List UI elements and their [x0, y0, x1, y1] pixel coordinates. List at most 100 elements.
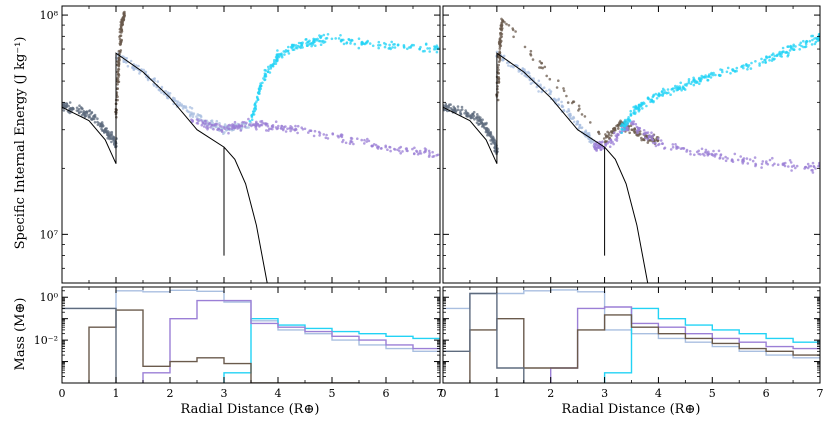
energy-right-point: [704, 148, 708, 152]
energy-right-point: [777, 52, 781, 55]
energy-right-point: [560, 100, 563, 104]
energy-left-point: [368, 42, 372, 45]
energy-left-point: [372, 143, 376, 146]
energy-left-point: [62, 109, 66, 112]
energy-right-point: [503, 20, 506, 24]
energy-left-point: [318, 34, 321, 37]
energy-right-point: [531, 81, 534, 84]
energy-right-point: [754, 162, 757, 166]
energy-left-point: [360, 138, 364, 142]
energy-left-point: [195, 121, 199, 125]
energy-left-point: [181, 107, 185, 110]
energy-right-point: [572, 100, 576, 103]
energy-right-point: [804, 165, 807, 169]
energy-right-point: [665, 92, 669, 95]
energy-left-point: [168, 92, 172, 95]
energy-left-point: [408, 46, 411, 49]
energy-right-point: [786, 54, 789, 58]
energy-right-point: [625, 123, 628, 127]
energy-right-point: [499, 32, 502, 35]
energy-right-point: [620, 127, 623, 131]
energy-left-point: [284, 49, 288, 52]
energy-right-point: [692, 76, 695, 80]
energy-right-point: [768, 158, 772, 162]
energy-right-point: [616, 132, 619, 136]
energy-left-point: [263, 78, 266, 82]
energy-left-point: [348, 142, 352, 145]
energy-left-point: [120, 21, 124, 25]
energy-right-point: [640, 101, 643, 105]
energy-right-point: [685, 150, 688, 153]
energy-left-point: [120, 29, 123, 32]
energy-right-point: [623, 128, 626, 131]
energy-right-point: [811, 38, 814, 42]
energy-right-point: [731, 68, 735, 71]
energy-left-point: [212, 123, 216, 127]
energy-left-point: [276, 126, 280, 130]
energy-left-point: [406, 47, 409, 51]
energy-right-point: [537, 79, 541, 83]
energy-left-point: [284, 125, 287, 128]
energy-right-point: [460, 108, 464, 111]
energy-left-point: [279, 126, 283, 130]
energy-left-point: [296, 44, 300, 48]
energy-right-point: [656, 139, 659, 143]
energy-right-point: [640, 138, 643, 142]
energy-left-point: [210, 123, 214, 127]
energy-left-point: [156, 80, 160, 83]
energy-left-point: [129, 59, 133, 63]
energy-right-point: [604, 136, 608, 139]
energy-left-point: [293, 128, 296, 131]
energy-right-point: [674, 86, 677, 90]
energy-left-point: [268, 71, 272, 74]
energy-left-point: [314, 44, 317, 47]
energy-right-point: [492, 141, 495, 144]
energy-left-axes: 10⁷ 10⁸: [40, 5, 441, 284]
energy-left-point: [399, 145, 403, 149]
energy-left-point: [406, 149, 409, 153]
y-axis-label-mass: Mass (M⊕): [13, 298, 28, 371]
energy-right-point: [529, 49, 533, 53]
energy-right-point: [639, 104, 643, 108]
energy-left-point: [64, 106, 68, 109]
energy-left-point: [413, 152, 416, 155]
energy-left-point: [388, 46, 392, 50]
energy-left-point: [250, 115, 254, 119]
energy-right-point: [647, 96, 650, 100]
energy-left-point: [287, 52, 291, 55]
energy-right-point: [572, 120, 576, 124]
energy-right-point: [735, 66, 739, 70]
energy-right-point: [642, 129, 646, 132]
energy-left-point: [89, 113, 92, 116]
energy-left-point: [424, 42, 428, 46]
energy-left-point: [274, 55, 278, 59]
energy-right-point: [625, 120, 629, 124]
energy-left-point: [110, 137, 113, 140]
energy-right-point: [710, 71, 713, 75]
energy-left-point: [304, 38, 308, 41]
energy-left-point: [71, 107, 75, 110]
energy-left-point: [353, 42, 357, 46]
energy-left-point: [307, 43, 311, 46]
energy-left-point: [93, 121, 97, 124]
energy-right-point: [746, 68, 749, 71]
energy-right-point: [557, 79, 560, 82]
energy-left-point: [313, 129, 317, 133]
energy-left-point: [119, 40, 123, 43]
energy-right-point: [494, 146, 497, 150]
energy-right-point: [539, 83, 542, 87]
energy-left-point: [431, 150, 434, 154]
energy-right-point: [557, 103, 561, 107]
energy-right-point: [487, 129, 491, 132]
energy-right-point: [629, 112, 633, 116]
energy-right-point: [674, 84, 677, 88]
energy-right-point: [773, 57, 776, 61]
energy-left-point: [389, 149, 392, 153]
energy-right-point: [602, 137, 606, 140]
energy-left-point: [92, 117, 96, 121]
energy-left-point: [256, 96, 259, 100]
energy-right-point: [700, 76, 703, 80]
energy-right-point: [804, 45, 808, 48]
energy-right-point: [584, 129, 588, 132]
